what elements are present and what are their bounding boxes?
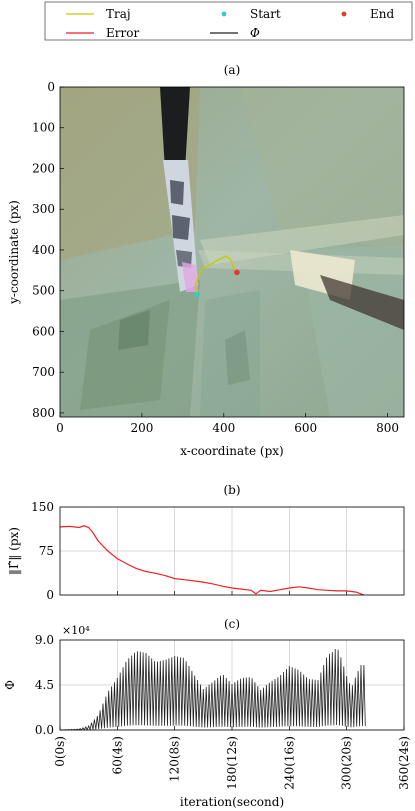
legend-label-2: End — [370, 7, 394, 21]
x-tick-label-a: 0 — [56, 421, 64, 435]
y-tick-label-c: 0.0 — [35, 723, 54, 737]
y-tick-label-a: 600 — [32, 324, 55, 338]
y-axis-label-b: ‖Γ̂‖ (px) — [7, 527, 21, 575]
x-tick-label-c: 360(24s) — [397, 736, 411, 790]
scale-label: ×10⁴ — [62, 624, 90, 637]
panel-label-c: (c) — [224, 617, 240, 631]
x-tick-label-c: 180(12s) — [225, 736, 239, 790]
x-tick-label-c: 60(4s) — [110, 736, 124, 774]
error-line — [59, 525, 365, 596]
y-tick-label-a: 500 — [32, 284, 55, 298]
background-image — [60, 87, 404, 417]
legend-label-3: Error — [106, 26, 139, 40]
x-tick-label-a: 200 — [130, 421, 153, 435]
y-tick-label-a: 0 — [47, 80, 55, 94]
phi-plot: 0(0s) 60(4s) 120(8s) 180(12s) 240(16s) 300(20… — [35, 633, 411, 790]
y-tick-label-b: 75 — [39, 544, 54, 558]
x-tick-label-c: 300(20s) — [340, 736, 354, 790]
legend-label-0: Traj — [106, 7, 131, 21]
y-tick-label-a: 400 — [32, 243, 55, 257]
y-tick-label-b: 0 — [46, 588, 54, 602]
error-plot: 0 75 150 — [31, 500, 405, 602]
error-plot-frame — [59, 506, 405, 596]
legend-swatch-2 — [341, 11, 347, 17]
x-tick-label-a: 800 — [376, 421, 399, 435]
legend-swatch-1 — [221, 11, 227, 17]
x-tick-label-c: 0(0s) — [53, 736, 67, 767]
y-tick-label-a: 800 — [32, 406, 55, 420]
traj-line — [194, 255, 238, 295]
start-point — [194, 291, 200, 298]
y-tick-label-c: 9.0 — [35, 633, 54, 647]
y-axis-label-c: Φ — [3, 680, 17, 690]
panel-label-b: (b) — [223, 483, 240, 497]
y-axis-label-a: y-coordinate (px) — [7, 200, 21, 305]
x-tick-label-c: 120(8s) — [168, 736, 182, 782]
y-tick-label-b: 150 — [31, 500, 54, 514]
y-tick-label-a: 700 — [32, 365, 55, 379]
x-tick-label-c: 240(16s) — [282, 736, 296, 790]
x-tick-label-a: 400 — [212, 421, 235, 435]
image-plot-frame — [59, 86, 405, 418]
legend-label-1: Start — [250, 7, 281, 21]
x-axis-label-a: x-coordinate (px) — [180, 444, 283, 458]
legend-box — [44, 1, 413, 41]
legend-label-4: Φ — [250, 26, 260, 40]
y-tick-label-a: 100 — [32, 121, 55, 135]
phi-plot-frame — [59, 639, 405, 731]
phi-line — [60, 648, 366, 732]
panel-label-a: (a) — [224, 63, 241, 77]
legend: Traj Start End Error Φ — [44, 1, 413, 41]
x-tick-label-a: 600 — [294, 421, 317, 435]
end-point — [234, 269, 240, 276]
y-tick-label-a: 300 — [32, 202, 55, 216]
x-axis-label-c: iteration(second) — [180, 795, 284, 809]
y-tick-label-a: 200 — [32, 161, 55, 175]
y-tick-label-c: 4.5 — [35, 678, 54, 692]
